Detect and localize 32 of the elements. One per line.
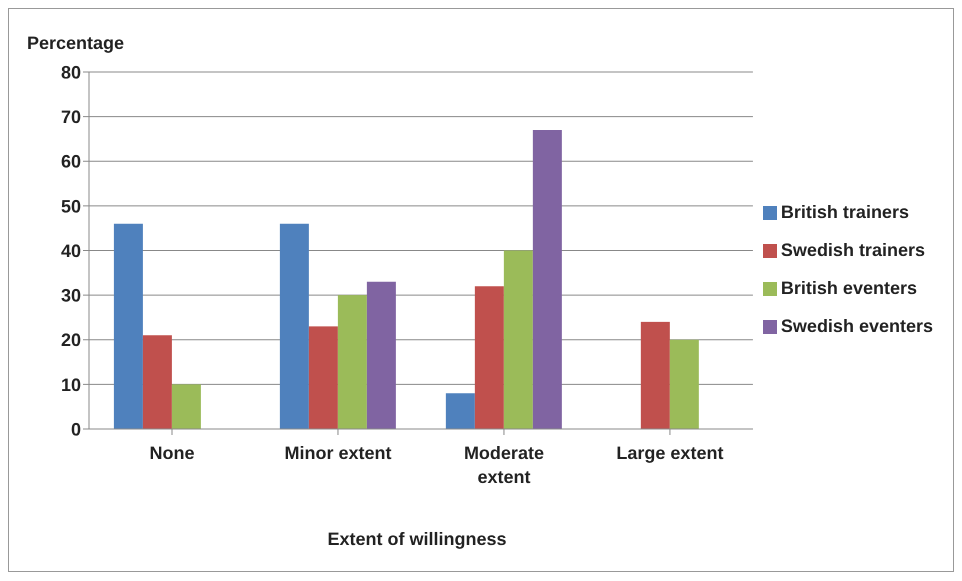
bar [366, 282, 396, 429]
y-tick-label: 20 [60, 330, 81, 350]
x-tick-label: Minor extent [284, 443, 392, 463]
bar [338, 295, 367, 429]
y-tick-label: 60 [60, 152, 81, 172]
x-tick-label: None [149, 443, 194, 463]
legend-label: British eventers [780, 278, 917, 298]
y-tick-label: 50 [60, 196, 81, 216]
y-axis-title: Percentage [27, 33, 124, 54]
bar [640, 322, 670, 429]
bar [504, 250, 533, 429]
y-tick-label: 80 [60, 62, 81, 82]
bar [280, 224, 309, 429]
y-tick-label: 70 [60, 107, 81, 128]
bar [142, 335, 172, 429]
bar [172, 384, 201, 429]
y-tick-label: 10 [60, 374, 81, 395]
bar [532, 130, 562, 429]
legend-label: British trainers [780, 202, 909, 222]
legend-label: Swedish trainers [780, 240, 925, 260]
x-tick-label: Large extent [616, 443, 724, 463]
bar [474, 286, 504, 429]
y-tick-label: 0 [70, 419, 81, 440]
bar [670, 340, 699, 429]
bar [308, 326, 338, 429]
bar [446, 393, 475, 429]
y-tick-label: 30 [60, 286, 81, 306]
x-axis-title: Extent of willingness [326, 529, 508, 550]
bar [114, 224, 143, 429]
y-tick-label: 40 [60, 240, 81, 261]
x-tick-label: Moderate extent [464, 443, 544, 487]
legend-label: Swedish eventers [780, 316, 933, 336]
